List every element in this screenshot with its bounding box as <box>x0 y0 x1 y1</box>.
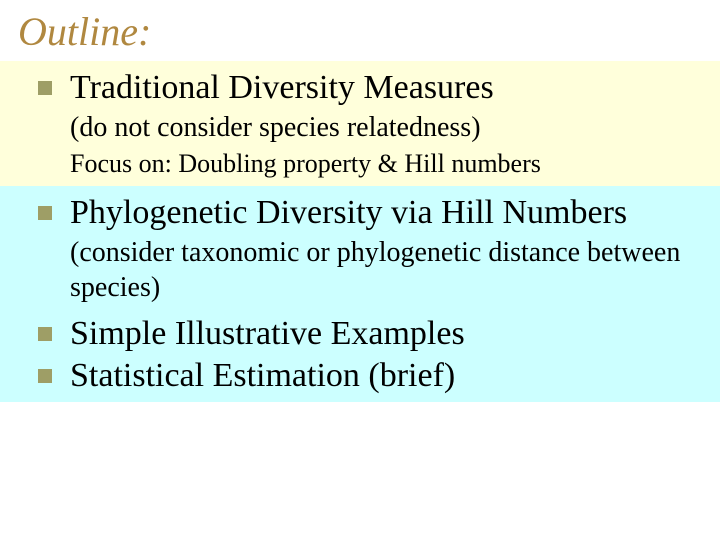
item-1-sub: (do not consider species relatedness) <box>0 110 720 145</box>
item-1-sub2: Focus on: Doubling property & Hill numbe… <box>0 145 720 183</box>
bullet-row-4: Statistical Estimation (brief) <box>0 355 720 398</box>
item-1-main: Traditional Diversity Measures <box>70 67 494 110</box>
section-3-4: Simple Illustrative Examples Statistical… <box>0 309 720 402</box>
slide-title: Outline: <box>0 0 720 61</box>
square-bullet-icon <box>38 327 52 341</box>
item-2-sub: (consider taxonomic or phylogenetic dist… <box>0 235 720 305</box>
square-bullet-icon <box>38 81 52 95</box>
square-bullet-icon <box>38 369 52 383</box>
item-2-main: Phylogenetic Diversity via Hill Numbers <box>70 192 627 235</box>
slide: Outline: Traditional Diversity Measures … <box>0 0 720 540</box>
section-2: Phylogenetic Diversity via Hill Numbers … <box>0 186 720 309</box>
square-bullet-icon <box>38 206 52 220</box>
item-3-main: Simple Illustrative Examples <box>70 313 465 356</box>
bullet-row-1: Traditional Diversity Measures <box>0 67 720 110</box>
bullet-row-3: Simple Illustrative Examples <box>0 313 720 356</box>
item-4-main: Statistical Estimation (brief) <box>70 355 455 398</box>
bullet-row-2: Phylogenetic Diversity via Hill Numbers <box>0 192 720 235</box>
section-1: Traditional Diversity Measures (do not c… <box>0 61 720 186</box>
